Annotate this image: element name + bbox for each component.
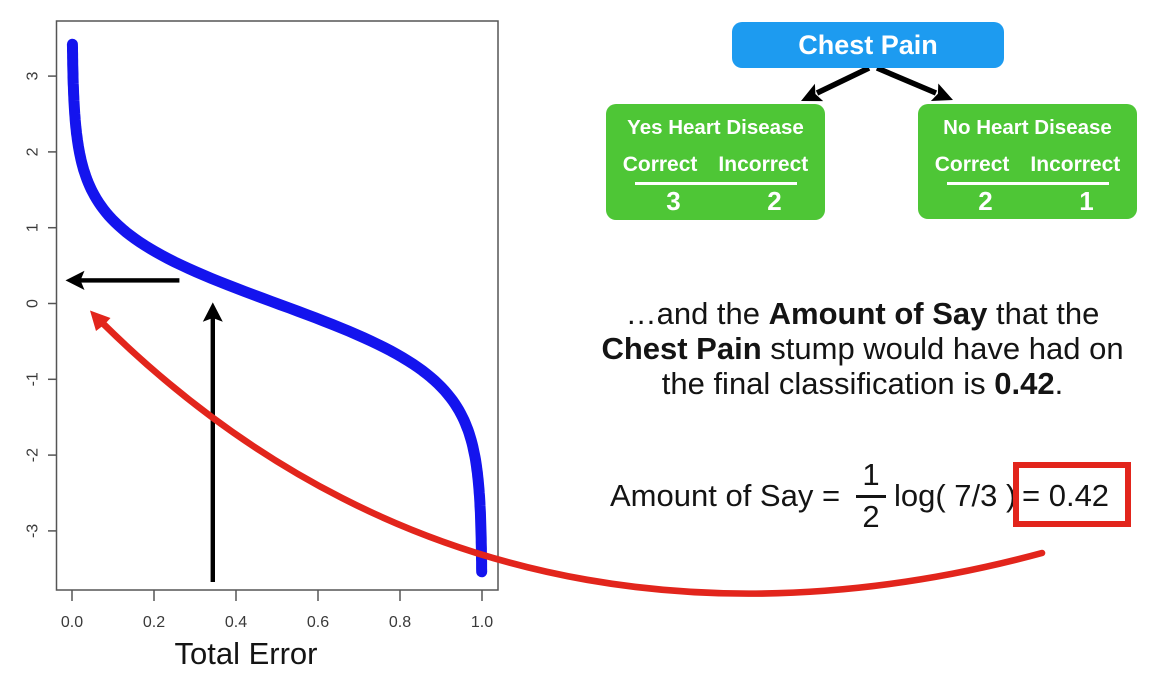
svg-text:0.6: 0.6 [307, 614, 329, 631]
svg-text:0.8: 0.8 [389, 614, 411, 631]
svg-text:Total Error: Total Error [175, 636, 318, 671]
svg-text:0.0: 0.0 [61, 614, 83, 631]
svg-text:1.0: 1.0 [471, 614, 493, 631]
svg-text:0: 0 [25, 299, 42, 308]
svg-text:-2: -2 [25, 448, 42, 462]
svg-text:2: 2 [25, 147, 42, 156]
svg-text:-3: -3 [25, 524, 42, 538]
svg-text:3: 3 [25, 72, 42, 81]
svg-text:-1: -1 [25, 372, 42, 386]
svg-text:0.2: 0.2 [143, 614, 165, 631]
svg-text:0.4: 0.4 [225, 614, 247, 631]
svg-text:1: 1 [25, 223, 42, 232]
